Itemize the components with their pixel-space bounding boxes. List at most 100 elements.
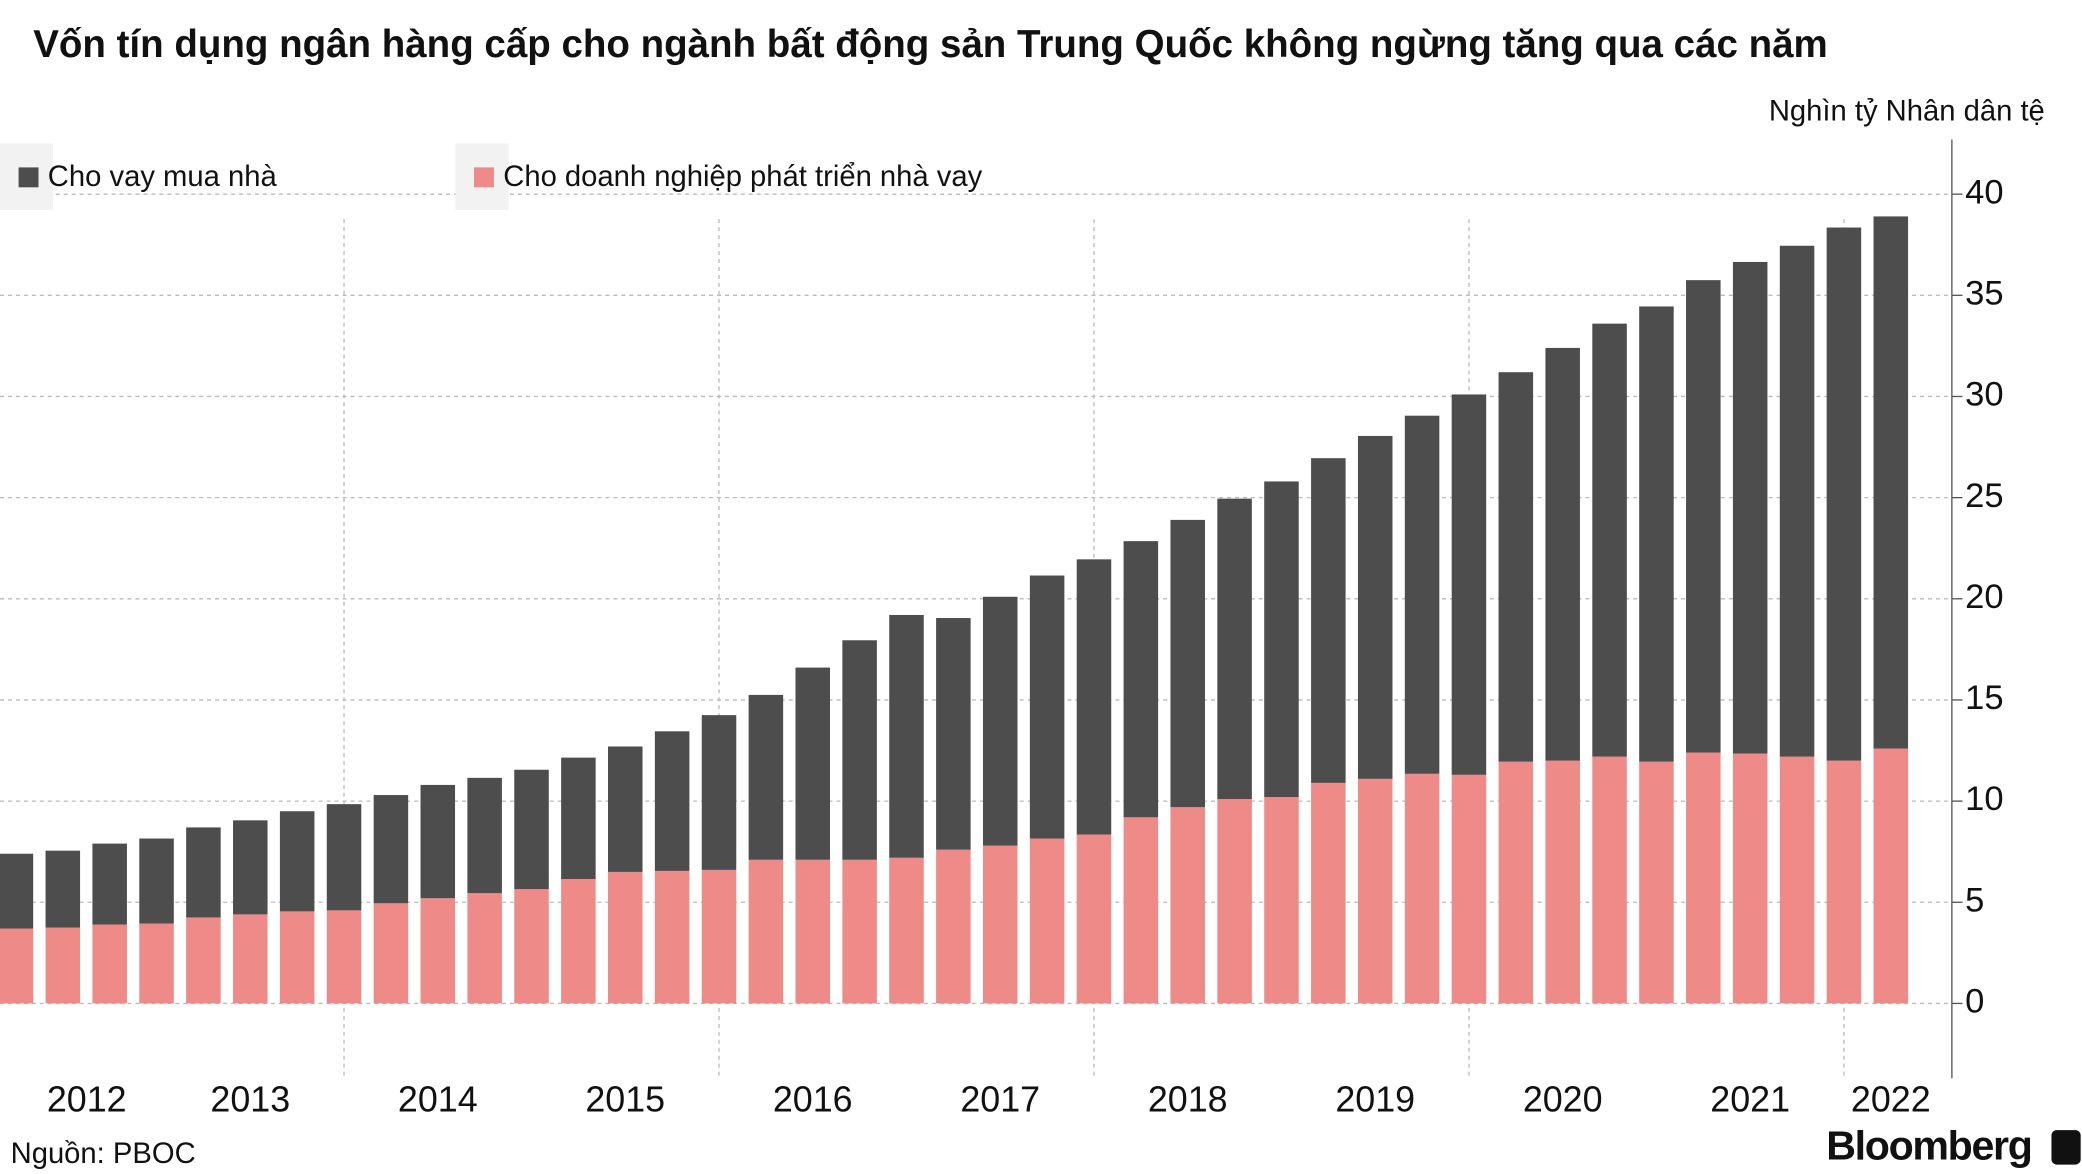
- bar-segment: [936, 618, 971, 850]
- bar-segment: [0, 928, 34, 1004]
- y-tick-label: 40: [1965, 173, 2003, 211]
- bar-segment: [1779, 245, 1815, 757]
- chart-title: Vốn tín dụng ngân hàng cấp cho ngành bất…: [33, 23, 1828, 66]
- bar-segment: [1170, 807, 1205, 1004]
- bar-segment: [1451, 774, 1487, 1004]
- bar-segment: [1873, 216, 1909, 749]
- bar-segment: [1264, 797, 1299, 1004]
- bar-segment: [1217, 799, 1252, 1004]
- bar-segment: [467, 893, 502, 1004]
- y-tick-label: 20: [1965, 578, 2003, 616]
- bar-segment: [748, 859, 784, 1004]
- bar-segment: [233, 820, 268, 915]
- bar-segment: [1123, 817, 1159, 1004]
- bar-segment: [1686, 752, 1721, 1004]
- bar-segment: [1264, 481, 1299, 798]
- bar-segment: [279, 811, 315, 912]
- y-tick-label: 10: [1965, 780, 2003, 818]
- bar-segment: [92, 924, 127, 1004]
- bar-segment: [1592, 756, 1627, 1004]
- bar-segment: [1592, 323, 1627, 757]
- bar-segment: [1123, 541, 1159, 818]
- x-tick-label: 2012: [47, 1080, 127, 1120]
- y-tick-label: 25: [1965, 477, 2003, 515]
- bar-segment: [326, 804, 362, 911]
- y-tick-label: 30: [1965, 376, 2003, 414]
- bar-segment: [1779, 756, 1815, 1004]
- bar-segment: [795, 859, 831, 1004]
- bar-segment: [561, 879, 596, 1004]
- bar-segment: [186, 917, 221, 1004]
- bar-segment: [1357, 778, 1393, 1004]
- bar-segment: [1639, 761, 1674, 1004]
- x-tick-label: 2017: [960, 1080, 1040, 1120]
- bar-segment: [1029, 838, 1065, 1004]
- bar-segment: [373, 795, 409, 904]
- bar-segment: [326, 910, 362, 1004]
- brand: Bloomberg: [1826, 1123, 2031, 1169]
- bar-segment: [1732, 261, 1768, 754]
- x-tick-label: 2014: [398, 1080, 478, 1120]
- bar-segment: [1451, 394, 1487, 775]
- bar-segment: [467, 777, 502, 894]
- bar-segment: [1545, 760, 1580, 1004]
- bar-segment: [1217, 498, 1252, 800]
- bar-segment: [889, 857, 924, 1004]
- y-tick-label: 5: [1965, 881, 1984, 919]
- bar-segment: [982, 845, 1018, 1004]
- bar-segment: [795, 667, 831, 860]
- bar-segment: [842, 859, 877, 1004]
- x-tick-label: 2016: [773, 1080, 853, 1120]
- bar-segment: [842, 640, 877, 860]
- bar-segment: [936, 849, 971, 1004]
- bar-segment: [1311, 782, 1346, 1004]
- brand-icon: [2051, 1130, 2081, 1165]
- y-tick-label: 35: [1965, 274, 2003, 312]
- x-tick-label: 2020: [1523, 1080, 1603, 1120]
- bar-segment: [1404, 415, 1440, 774]
- y-tick-label: 15: [1965, 679, 2003, 717]
- bar-segment: [420, 898, 456, 1004]
- source: Nguồn: PBOC: [11, 1138, 196, 1170]
- y-tick-label: 0: [1965, 983, 1984, 1021]
- bar-segment: [0, 853, 34, 929]
- bar-segment: [1076, 834, 1112, 1004]
- legend-label: Cho doanh nghiệp phát triển nhà vay: [503, 161, 982, 193]
- bar-segment: [1826, 227, 1862, 761]
- bar-segment: [748, 694, 784, 860]
- bar-segment: [420, 784, 456, 899]
- bar-segment: [514, 889, 549, 1004]
- bar-segment: [1732, 753, 1768, 1004]
- bar-segment: [45, 927, 81, 1004]
- x-tick-label: 2021: [1710, 1080, 1790, 1120]
- bar-segment: [186, 827, 221, 918]
- bar-segment: [45, 850, 81, 928]
- bar-segment: [1498, 372, 1534, 762]
- bar-segment: [1639, 306, 1674, 762]
- x-tick-label: 2018: [1148, 1080, 1228, 1120]
- x-tick-label: 2019: [1335, 1080, 1415, 1120]
- bar-segment: [1545, 347, 1580, 761]
- bar-segment: [982, 596, 1018, 846]
- bar-segment: [1076, 559, 1112, 835]
- bar-segment: [701, 715, 737, 870]
- bar-segment: [1498, 761, 1534, 1004]
- bar-segment: [889, 614, 924, 858]
- legend-swatch: [18, 167, 39, 188]
- bar-segment: [279, 911, 315, 1004]
- bar-segment: [139, 838, 174, 924]
- x-tick-label: 2022: [1851, 1080, 1931, 1120]
- bar-segment: [654, 870, 690, 1004]
- bar-segment: [373, 903, 409, 1004]
- bar-segment: [1170, 519, 1205, 808]
- x-tick-label: 2015: [585, 1080, 665, 1120]
- bar-segment: [233, 914, 268, 1004]
- bar-segment: [1826, 760, 1862, 1004]
- bar-segment: [514, 769, 549, 890]
- bar-segment: [561, 757, 596, 880]
- bar-segment: [1686, 280, 1721, 753]
- bar-segment: [1311, 458, 1346, 783]
- legend-swatch: [474, 167, 494, 188]
- bar-segment: [92, 843, 127, 925]
